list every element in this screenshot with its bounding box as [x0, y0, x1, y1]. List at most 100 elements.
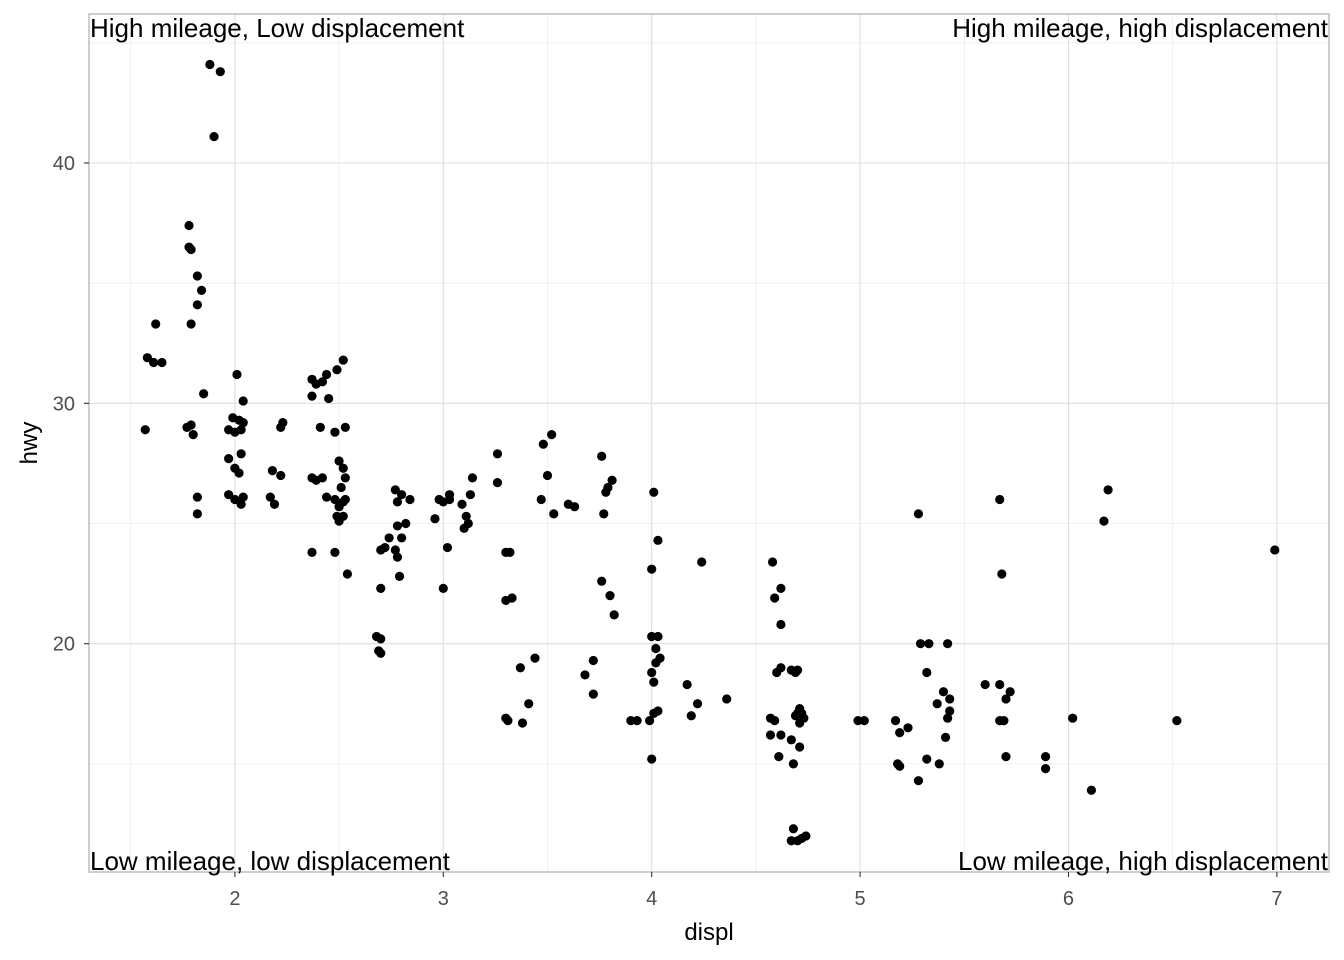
- data-point: [795, 718, 805, 728]
- data-point: [405, 494, 415, 505]
- data-point: [686, 711, 696, 721]
- data-point: [607, 475, 617, 485]
- data-point: [442, 542, 453, 553]
- data-point: [340, 494, 350, 505]
- data-point: [569, 502, 580, 512]
- data-point: [149, 357, 159, 368]
- data-point: [269, 499, 280, 509]
- data-point: [1172, 715, 1182, 726]
- data-point: [376, 634, 386, 644]
- data-point: [338, 511, 348, 521]
- data-point: [157, 357, 167, 368]
- data-point: [924, 639, 934, 649]
- data-point: [330, 547, 340, 557]
- data-point: [457, 499, 467, 509]
- data-point: [940, 732, 951, 743]
- data-point: [338, 463, 348, 473]
- data-point: [1001, 752, 1011, 762]
- data-point: [199, 389, 209, 399]
- data-point: [234, 468, 244, 478]
- data-point: [340, 473, 350, 483]
- data-point: [1270, 545, 1280, 555]
- data-point: [632, 715, 642, 726]
- data-point: [647, 667, 657, 678]
- data-point: [397, 533, 407, 543]
- data-point: [649, 677, 659, 687]
- data-point: [530, 653, 540, 663]
- data-point: [338, 355, 348, 365]
- data-point: [265, 492, 275, 502]
- data-point: [438, 583, 448, 594]
- data-point: [588, 689, 598, 699]
- x-tick-label: 6: [1063, 888, 1074, 910]
- data-point: [1040, 752, 1051, 762]
- x-tick-label: 3: [438, 888, 449, 910]
- data-point: [224, 490, 234, 500]
- data-point: [1086, 785, 1097, 795]
- data-point: [767, 557, 778, 567]
- data-point: [922, 667, 932, 678]
- data-point: [1099, 516, 1109, 526]
- data-point: [653, 535, 663, 545]
- y-tick-label: 20: [53, 634, 75, 656]
- data-point: [492, 478, 503, 488]
- data-point: [384, 533, 394, 543]
- data-point: [188, 429, 198, 440]
- data-point: [1001, 694, 1011, 704]
- data-point: [588, 655, 598, 666]
- data-point: [997, 569, 1007, 579]
- data-point: [776, 730, 786, 740]
- data-point: [315, 422, 325, 432]
- data-point: [651, 643, 661, 654]
- data-point: [770, 593, 780, 603]
- data-point: [1040, 764, 1051, 774]
- data-point: [943, 713, 953, 723]
- data-point: [186, 319, 196, 329]
- data-point: [524, 699, 534, 709]
- annotation-bottom-left: Low mileage, low displacement: [90, 846, 451, 876]
- data-point: [776, 619, 786, 630]
- data-point: [774, 752, 784, 762]
- x-axis-title: displ: [684, 919, 733, 946]
- data-point: [859, 715, 869, 726]
- data-point: [334, 456, 344, 466]
- data-point: [186, 420, 196, 430]
- annotation-top-right: High mileage, high displacement: [952, 13, 1329, 43]
- data-point: [682, 679, 692, 690]
- data-point: [517, 718, 528, 728]
- data-point: [467, 473, 478, 483]
- data-point: [609, 610, 619, 620]
- data-point: [330, 494, 340, 505]
- data-point: [238, 396, 248, 406]
- data-point: [186, 244, 196, 255]
- major-gridlines: [89, 14, 1329, 872]
- data-point: [786, 735, 796, 745]
- data-points: [140, 59, 1280, 846]
- data-point: [232, 369, 242, 380]
- data-point: [192, 300, 202, 310]
- data-point: [392, 521, 403, 531]
- x-tick-label: 4: [646, 888, 657, 910]
- data-point: [651, 658, 661, 668]
- data-point: [605, 591, 615, 601]
- data-point: [580, 670, 590, 680]
- data-point: [538, 439, 548, 449]
- data-point: [801, 831, 811, 841]
- data-point: [340, 422, 350, 432]
- data-point: [276, 470, 286, 481]
- data-point: [324, 393, 334, 404]
- data-point: [938, 687, 949, 697]
- data-point: [321, 492, 332, 502]
- data-point: [1068, 713, 1078, 723]
- data-point: [597, 576, 607, 586]
- data-point: [788, 759, 799, 769]
- data-point: [278, 417, 288, 428]
- minor-gridlines: [89, 14, 1329, 872]
- data-point: [597, 451, 607, 461]
- y-tick-label: 30: [53, 393, 75, 415]
- annotation-top-left: High mileage, Low displacement: [90, 13, 465, 43]
- data-point: [236, 449, 246, 459]
- data-point: [238, 417, 248, 428]
- data-point: [515, 663, 525, 673]
